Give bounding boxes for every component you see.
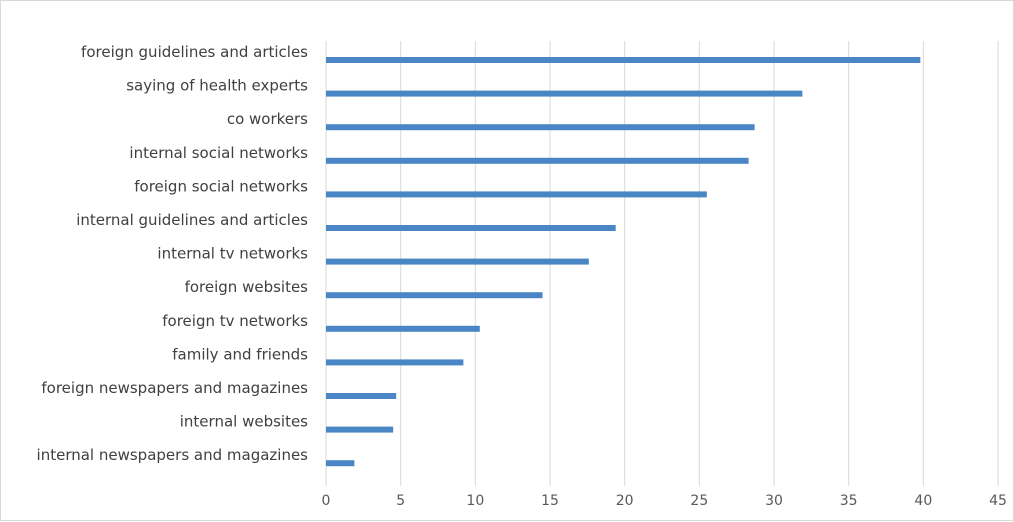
bar [326, 191, 707, 198]
x-tick-label: 40 [914, 493, 932, 509]
x-tick-label: 5 [396, 493, 405, 509]
bar [326, 359, 464, 366]
x-tick-label: 35 [840, 493, 858, 509]
gridlines [325, 41, 999, 486]
bar [326, 157, 749, 164]
bar [326, 393, 397, 399]
bar [326, 124, 755, 131]
bar [326, 258, 589, 265]
category-label: foreign tv networks [162, 312, 308, 330]
bar [326, 325, 480, 332]
x-axis-tick-labels: 0 5 10 15 20 25 30 35 40 45 [322, 493, 1007, 509]
bar [326, 292, 543, 299]
x-tick-label: 15 [541, 493, 559, 509]
x-tick-label: 10 [466, 493, 484, 509]
category-label: internal social networks [129, 144, 308, 162]
bar [326, 57, 921, 63]
bar [326, 426, 394, 433]
bar [326, 460, 355, 467]
category-label: saying of health experts [126, 77, 308, 95]
category-label: co workers [227, 110, 308, 128]
x-tick-label: 45 [989, 493, 1007, 509]
category-label: internal guidelines and articles [76, 211, 308, 229]
category-labels: foreign guidelines and articles saying of… [37, 43, 309, 464]
x-tick-label: 25 [690, 493, 708, 509]
category-label: foreign social networks [134, 177, 308, 195]
category-label: foreign newspapers and magazines [41, 379, 308, 397]
category-label: internal newspapers and magazines [37, 446, 309, 464]
bar [326, 225, 616, 231]
category-label: foreign websites [185, 278, 309, 296]
bars [326, 57, 921, 467]
bar [326, 90, 803, 97]
x-tick-label: 30 [765, 493, 783, 509]
category-label: internal tv networks [157, 245, 308, 263]
category-label: family and friends [172, 345, 308, 363]
x-tick-label: 0 [322, 493, 331, 509]
category-label: internal websites [180, 413, 308, 431]
category-label: foreign guidelines and articles [81, 43, 308, 61]
x-tick-label: 20 [616, 493, 634, 509]
